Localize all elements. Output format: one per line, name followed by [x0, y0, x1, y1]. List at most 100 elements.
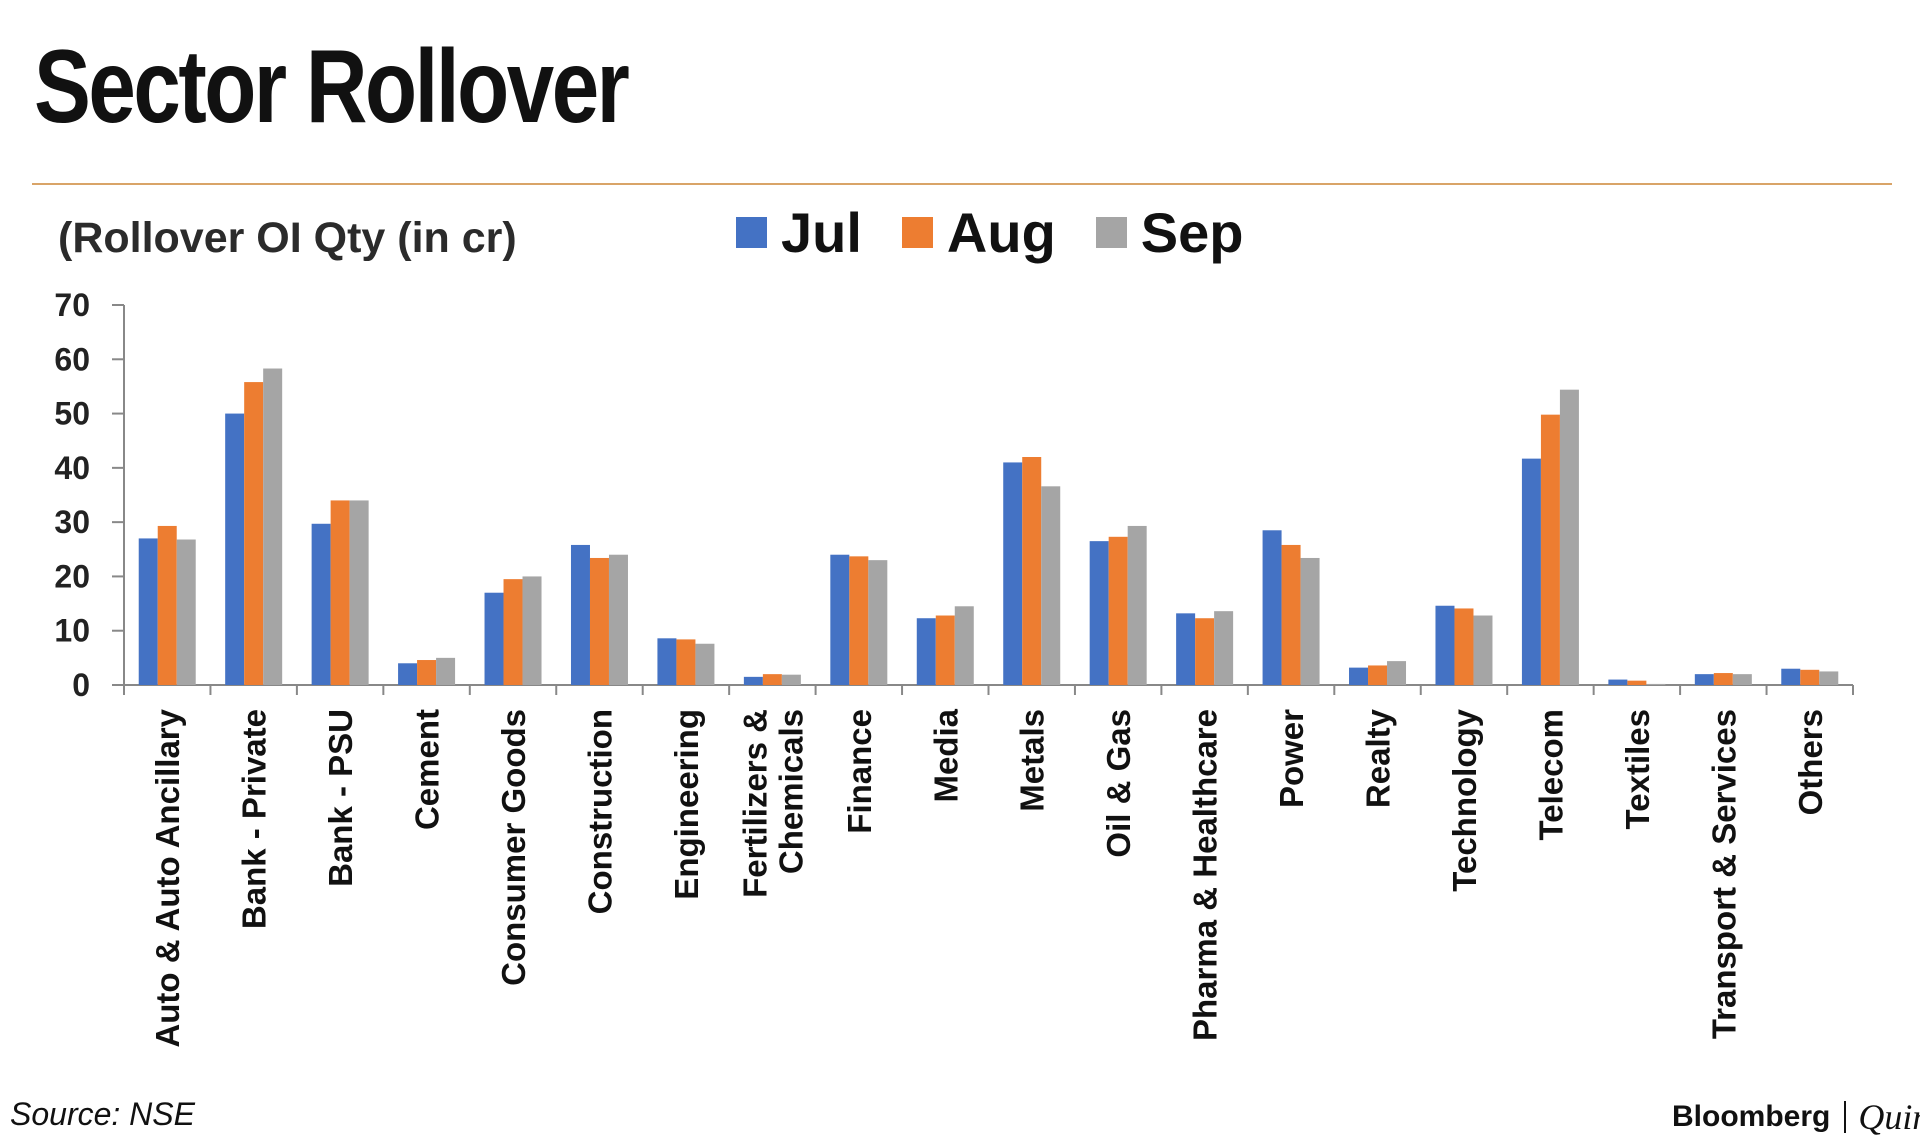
bar-jul — [916, 618, 936, 685]
x-tick-label-line: Power — [1273, 709, 1310, 808]
x-tick-label-line: Bank - Private — [236, 709, 273, 929]
bar-jul — [138, 538, 158, 685]
bar-aug — [1108, 536, 1128, 685]
legend-item-jul: Jul — [736, 200, 862, 265]
x-tick-label-line: Finance — [841, 709, 878, 834]
title-divider — [32, 183, 1892, 185]
bar-sep — [349, 500, 369, 685]
x-tick-label-line: Textiles — [1619, 709, 1656, 829]
y-tick-label: 40 — [54, 450, 90, 486]
x-tick-label-line: Auto & Auto Ancillary — [149, 708, 186, 1047]
x-tick-label: Technology — [1446, 708, 1483, 891]
x-tick-label-line: Pharma & Healthcare — [1187, 709, 1224, 1041]
x-tick-label: Cement — [409, 709, 446, 830]
bar-aug — [589, 557, 609, 685]
x-tick-label: Bank - PSU — [322, 709, 359, 887]
x-tick-label: Textiles — [1619, 709, 1656, 829]
bar-aug — [762, 674, 782, 685]
bar-aug — [1022, 457, 1042, 685]
y-tick-label: 60 — [54, 341, 90, 377]
bar-sep — [1041, 486, 1061, 685]
x-tick-label: Realty — [1360, 708, 1397, 808]
bar-aug — [1627, 680, 1647, 685]
legend-label-jul: Jul — [781, 201, 862, 264]
x-tick-label: Construction — [581, 709, 618, 914]
bar-sep — [263, 368, 283, 685]
bar-jul — [830, 554, 850, 685]
x-tick-label-line: Construction — [581, 709, 618, 914]
bar-sep — [868, 560, 888, 685]
x-tick-label: Fertilizers & Chemicals — [736, 709, 809, 898]
y-tick-label: 20 — [54, 558, 90, 594]
bar-sep — [695, 643, 715, 685]
bar-sep — [608, 554, 628, 685]
bar-sep — [436, 657, 456, 685]
bar-jul — [1176, 613, 1196, 685]
bar-jul — [311, 523, 331, 685]
bar-jul — [657, 638, 677, 685]
bar-aug — [1540, 414, 1560, 685]
bar-sep — [1127, 525, 1147, 685]
legend-label-aug: Aug — [946, 201, 1056, 264]
x-tick-label-line: Consumer Goods — [495, 709, 532, 986]
bar-jul — [1608, 679, 1628, 685]
legend-item-aug: Aug — [901, 200, 1056, 265]
bar-sep — [1387, 661, 1407, 685]
x-tick-label-line: Others — [1792, 709, 1829, 815]
legend-swatch-jul — [736, 217, 767, 248]
bar-aug — [1454, 608, 1474, 685]
x-tick-label-line: Technology — [1446, 708, 1483, 891]
legend-swatch-aug — [901, 217, 933, 248]
bar-sep — [1214, 611, 1234, 685]
bar-jul — [225, 413, 245, 685]
legend-label-sep: Sep — [1140, 201, 1244, 264]
y-tick-label: 70 — [54, 287, 90, 323]
bar-jul — [1349, 667, 1369, 685]
bar-aug — [935, 615, 955, 685]
x-tick-label-line: Transport & Services — [1705, 709, 1742, 1039]
y-tick-label: 50 — [54, 396, 90, 432]
x-tick-label-line: Media — [927, 708, 964, 802]
x-tick-label: Metals — [1014, 709, 1051, 812]
legend: Jul Aug Sep — [736, 200, 1283, 265]
source-note: Source: NSE — [10, 1096, 195, 1132]
x-tick-label: Finance — [841, 709, 878, 834]
x-tick-label-line: Fertilizers & — [736, 709, 773, 898]
page-title: Sector Rollover — [34, 29, 630, 145]
bar-jul — [398, 663, 418, 685]
bar-sep — [781, 674, 801, 685]
y-tick-label: 0 — [72, 667, 90, 703]
bar-jul — [1521, 458, 1541, 685]
bar-jul — [743, 676, 763, 685]
bar-aug — [1281, 544, 1301, 685]
x-tick-label-line: Telecom — [1532, 709, 1569, 840]
bar-jul — [1003, 462, 1023, 685]
x-tick-label-line: Bank - PSU — [322, 709, 359, 887]
bar-jul — [1435, 605, 1455, 685]
y-tick-label: 10 — [54, 613, 90, 649]
bar-aug — [1368, 665, 1388, 685]
brand-divider — [1844, 1101, 1847, 1133]
x-tick-label-line: Metals — [1014, 709, 1051, 812]
brand-logo: Bloomberg Quint — [1672, 1096, 1920, 1138]
bar-sep — [1646, 683, 1666, 685]
brand-logo-right: Quint — [1858, 1097, 1920, 1137]
bar-aug — [330, 500, 350, 685]
bar-aug — [503, 579, 523, 685]
bar-sep — [1473, 615, 1493, 685]
x-tick-label-line: Cement — [409, 709, 446, 830]
bar-jul — [484, 592, 504, 685]
bar-sep — [1559, 389, 1579, 685]
bar-sep — [954, 606, 974, 685]
x-tick-label: Bank - Private — [236, 709, 273, 929]
bar-jul — [1781, 668, 1801, 685]
bar-aug — [157, 525, 177, 685]
x-tick-label-line: Oil & Gas — [1100, 709, 1137, 858]
bar-sep — [1819, 671, 1839, 685]
x-tick-label: Media — [927, 708, 964, 802]
x-tick-label: Consumer Goods — [495, 709, 532, 986]
bar-jul — [1262, 530, 1282, 685]
bar-sep — [176, 539, 196, 685]
x-tick-label: Transport & Services — [1705, 709, 1742, 1039]
x-tick-label-line: Realty — [1360, 708, 1397, 808]
